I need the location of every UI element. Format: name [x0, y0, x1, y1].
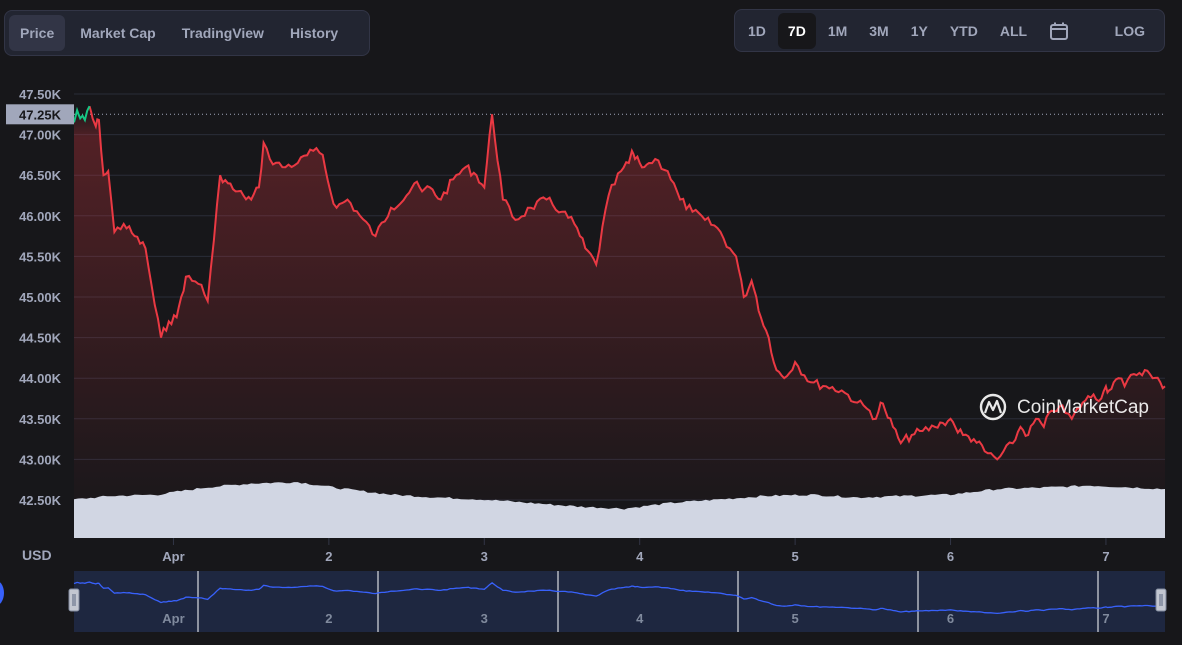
- range-1y-button[interactable]: 1Y: [910, 22, 928, 39]
- navigator-tick-label: Apr: [162, 611, 184, 626]
- logo-mark: [983, 399, 1003, 414]
- current-price-label: 47.25K: [19, 107, 62, 122]
- time-range-selector: 1D 7D 1M 3M 1Y YTD ALL LOG: [734, 9, 1165, 52]
- x-tick-label: 7: [1102, 549, 1109, 564]
- x-tick-label: 3: [481, 549, 488, 564]
- handle-body: [1155, 588, 1167, 612]
- y-tick-label: 44.00K: [19, 371, 62, 386]
- y-tick-label: 47.00K: [19, 128, 62, 143]
- range-navigator[interactable]: Apr 2 3 4 5 6 7: [68, 571, 1167, 632]
- navigator-tick-label: 4: [636, 611, 644, 626]
- handle-body: [68, 588, 80, 612]
- current-price-tag: 47.25K: [6, 104, 74, 125]
- x-tick-label: 2: [325, 549, 332, 564]
- price-area-fill: [74, 106, 1165, 500]
- chart-type-tabs: Price Market Cap TradingView History: [4, 10, 370, 56]
- y-tick-label: 42.50K: [19, 493, 62, 508]
- tab-tradingview[interactable]: TradingView: [181, 25, 264, 41]
- y-tick-label: 47.50K: [19, 87, 62, 102]
- y-tick-label: 43.50K: [19, 412, 62, 427]
- coinmarketcap-logo-icon: [979, 393, 1007, 421]
- navigator-tick-label: 5: [791, 611, 798, 626]
- navigator-price-line: [73, 581, 1166, 615]
- calendar-icon[interactable]: [1039, 13, 1079, 49]
- navigator-tick-label: 2: [325, 611, 332, 626]
- y-tick-label: 46.00K: [19, 209, 62, 224]
- price-line-down: [88, 105, 1166, 461]
- y-tick-label: 43.00K: [19, 452, 62, 467]
- range-1m-button[interactable]: 1M: [827, 22, 848, 39]
- x-tick-label: 6: [947, 549, 954, 564]
- price-line-up: [73, 105, 91, 123]
- y-tick-label: 45.00K: [19, 290, 62, 305]
- tab-market-cap[interactable]: Market Cap: [80, 25, 156, 41]
- logo-ring: [979, 393, 1007, 421]
- range-1d-button[interactable]: 1D: [748, 22, 766, 39]
- volume-area: [74, 482, 1165, 538]
- watermark-text: CoinMarketCap: [1017, 397, 1149, 418]
- y-tick-label: 44.50K: [19, 331, 62, 346]
- navigator-tick-label: 6: [947, 611, 954, 626]
- x-axis-labels: Apr 2 3 4 5 6 7: [162, 538, 1110, 564]
- currency-label: USD: [22, 547, 52, 563]
- navigator-background: [74, 571, 1165, 632]
- navigator-tick-label: 3: [481, 611, 488, 626]
- x-tick-label: 4: [636, 549, 644, 564]
- navigator-left-handle: [68, 588, 80, 612]
- y-tick-label: 45.50K: [19, 249, 62, 264]
- log-scale-button[interactable]: LOG: [1114, 22, 1145, 39]
- range-3m-button[interactable]: 3M: [869, 22, 889, 39]
- tab-price[interactable]: Price: [9, 15, 66, 51]
- navigator-tick-label: 7: [1102, 611, 1109, 626]
- x-tick-label: Apr: [162, 549, 184, 564]
- y-tick-label: 46.50K: [19, 168, 62, 183]
- navigator-scroll-indicator: [0, 580, 4, 606]
- y-axis-labels: 47.50K 47.00K 46.50K 46.00K 45.50K 45.00K 44.5…: [19, 87, 62, 508]
- tab-history[interactable]: History: [289, 25, 339, 41]
- range-7d-button[interactable]: 7D: [777, 12, 816, 49]
- navigator-right-handle: [1155, 588, 1167, 612]
- range-ytd-button[interactable]: YTD: [949, 22, 978, 39]
- watermark: CoinMarketCap: [979, 393, 1149, 421]
- x-tick-label: 5: [791, 549, 798, 564]
- range-all-button[interactable]: ALL: [999, 22, 1028, 39]
